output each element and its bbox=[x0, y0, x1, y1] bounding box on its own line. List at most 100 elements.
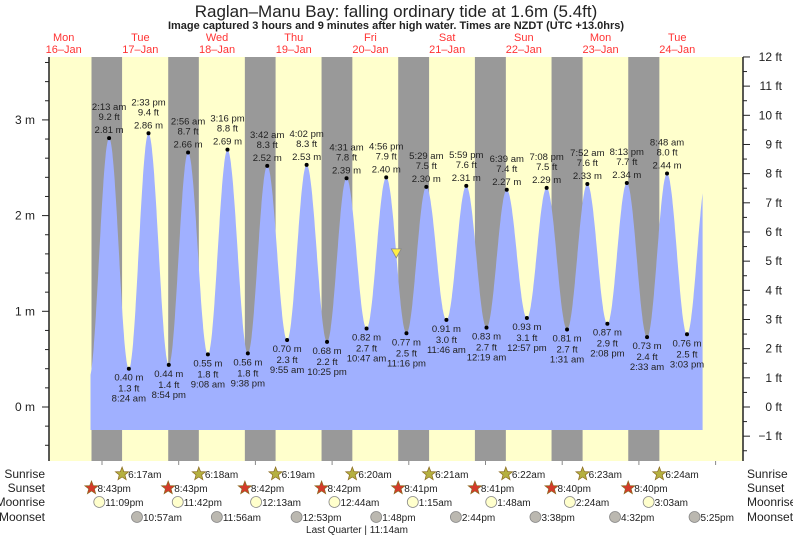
sunrise-icon bbox=[191, 466, 207, 481]
moonrise-icon bbox=[406, 496, 419, 508]
moonset-icon bbox=[370, 511, 383, 523]
day-label-date: 24–Jan bbox=[659, 44, 695, 56]
low-m: 0.68 m bbox=[313, 346, 342, 357]
low-m: 0.93 m bbox=[512, 322, 541, 333]
extreme-point bbox=[484, 325, 489, 330]
high-time: 2:33 pm bbox=[131, 97, 165, 108]
high-ft: 9.2 ft bbox=[99, 112, 120, 123]
high-m: 2.34 m bbox=[612, 170, 641, 181]
day-label-dow: Wed bbox=[206, 32, 228, 44]
low-ft: 1.8 ft bbox=[197, 369, 218, 380]
high-time: 3:42 am bbox=[250, 130, 284, 141]
sunset-time: 8:40pm bbox=[634, 484, 667, 495]
low-m: 0.70 m bbox=[273, 344, 302, 355]
extreme-point bbox=[665, 171, 670, 176]
low-time: 11:16 pm bbox=[387, 358, 426, 369]
right-axis-label: 2 ft bbox=[765, 342, 782, 356]
moonrise-icon bbox=[485, 496, 498, 508]
row-label-moonrise: Moonrise bbox=[0, 495, 45, 509]
day-label-date: 23–Jan bbox=[583, 44, 619, 56]
high-ft: 7.5 ft bbox=[536, 162, 557, 173]
row-label-moonset: Moonset bbox=[0, 510, 46, 524]
high-m: 2.66 m bbox=[174, 139, 203, 150]
right-axis-label: 6 ft bbox=[765, 225, 782, 239]
high-ft: 7.8 ft bbox=[336, 152, 357, 163]
moonset-time: 3:38pm bbox=[541, 513, 574, 524]
right-axis-label: 8 ft bbox=[765, 167, 782, 181]
moonset-time: 4:32pm bbox=[621, 513, 654, 524]
sunset-time: 8:40pm bbox=[558, 484, 591, 495]
moonset-time: 10:57am bbox=[143, 513, 182, 524]
low-ft: 2.5 ft bbox=[396, 348, 417, 359]
high-time: 6:39 am bbox=[490, 154, 524, 165]
low-time: 2:33 am bbox=[630, 362, 664, 373]
high-time: 2:13 am bbox=[92, 102, 126, 113]
high-ft: 7.9 ft bbox=[376, 151, 397, 162]
day-label-date: 16–Jan bbox=[46, 44, 82, 56]
high-time: 7:52 am bbox=[570, 148, 604, 159]
low-m: 0.56 m bbox=[233, 357, 262, 368]
day-label-dow: Thu bbox=[284, 32, 303, 44]
sunset-icon bbox=[313, 480, 330, 495]
extreme-point bbox=[624, 181, 629, 186]
extreme-point bbox=[605, 321, 610, 326]
high-ft: 8.3 ft bbox=[257, 140, 278, 151]
right-axis-label: 7 ft bbox=[765, 196, 782, 210]
extreme-point bbox=[245, 351, 250, 356]
moonset-icon bbox=[609, 511, 621, 523]
moonrise-icon bbox=[642, 496, 655, 508]
low-m: 0.83 m bbox=[472, 332, 501, 343]
extreme-point bbox=[325, 339, 330, 344]
left-axis-label: 2 m bbox=[15, 209, 35, 223]
right-axis-label: 0 ft bbox=[765, 400, 782, 414]
extreme-point bbox=[504, 187, 509, 192]
extreme-point bbox=[146, 131, 151, 136]
extreme-labels: 2:13 am9.2 ft 2.81 m 0.40 m1.3 ft8:24 am 2:… bbox=[92, 97, 704, 404]
tide-area bbox=[90, 133, 703, 431]
sunset-time: 8:42pm bbox=[328, 484, 361, 495]
low-ft: 2.3 ft bbox=[277, 355, 298, 366]
high-time: 8:13 pm bbox=[610, 147, 644, 158]
low-ft: 1.4 ft bbox=[158, 380, 179, 391]
sunset-icon bbox=[160, 480, 176, 495]
right-axis-label: 4 ft bbox=[765, 283, 782, 297]
sunset-icon bbox=[390, 480, 406, 495]
sunrise-time: 6:24am bbox=[665, 470, 698, 481]
moonset-icon bbox=[131, 511, 143, 523]
day-label-dow: Fri bbox=[364, 32, 377, 44]
sunset-time: 8:41pm bbox=[481, 484, 514, 495]
axes: 0 m 1 m 2 m 3 m −1 ft 0 ft 1 ft 2 ft 3 ft 4 ft 5 f… bbox=[15, 50, 783, 465]
high-ft: 8.8 ft bbox=[217, 124, 238, 135]
low-ft: 1.3 ft bbox=[118, 384, 139, 395]
high-time: 5:59 pm bbox=[449, 150, 483, 161]
left-axis-label: 0 m bbox=[15, 400, 35, 414]
day-label-date: 17–Jan bbox=[122, 44, 158, 56]
right-axis-label: −1 ft bbox=[758, 429, 782, 443]
moonrise-icon bbox=[93, 496, 106, 508]
high-ft: 8.0 ft bbox=[656, 147, 677, 158]
high-ft: 8.7 ft bbox=[178, 126, 199, 137]
right-axis-label: 3 ft bbox=[765, 312, 782, 326]
high-ft: 8.3 ft bbox=[296, 139, 317, 150]
low-time: 3:03 pm bbox=[670, 359, 704, 370]
left-axis-label: 1 m bbox=[15, 304, 35, 318]
extreme-point bbox=[265, 163, 270, 168]
low-ft: 1.8 ft bbox=[237, 368, 258, 379]
low-time: 9:55 am bbox=[270, 365, 304, 376]
extreme-point bbox=[344, 176, 349, 181]
extreme-point bbox=[384, 175, 389, 180]
moonrise-icon bbox=[328, 496, 341, 508]
right-axis-label: 5 ft bbox=[765, 254, 782, 268]
high-m: 2.44 m bbox=[652, 160, 681, 171]
high-time: 4:02 pm bbox=[289, 129, 323, 140]
extreme-point bbox=[205, 352, 210, 357]
day-label-date: 19–Jan bbox=[276, 44, 312, 56]
extreme-point bbox=[404, 331, 409, 336]
low-ft: 2.9 ft bbox=[597, 339, 618, 350]
extreme-point bbox=[285, 338, 290, 343]
moonrise-time: 11:09pm bbox=[105, 498, 143, 509]
low-m: 0.76 m bbox=[672, 338, 701, 349]
extreme-point bbox=[464, 183, 469, 188]
moonset-time: 1:48pm bbox=[382, 513, 415, 524]
sunset-icon bbox=[83, 480, 100, 495]
